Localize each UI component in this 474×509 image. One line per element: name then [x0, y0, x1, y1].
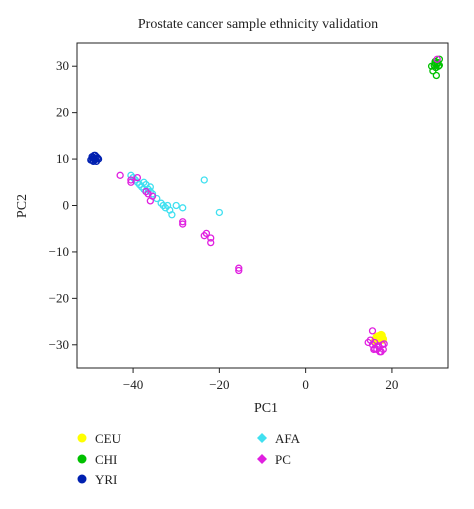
data-point-afa — [148, 190, 157, 198]
data-point-afa — [172, 201, 180, 210]
y-tick-label: −10 — [49, 244, 69, 259]
data-point-pc — [376, 348, 384, 356]
plot-frame — [76, 42, 449, 369]
data-point-pc — [127, 178, 135, 186]
data-point-pc — [433, 55, 441, 63]
legend-label-pc: PC — [275, 452, 291, 467]
x-tick-label: −40 — [123, 377, 143, 392]
data-point-pc — [116, 171, 124, 179]
data-point-pc — [148, 192, 157, 200]
x-tick-label: 0 — [302, 377, 309, 392]
data-point-pc — [202, 229, 211, 238]
data-point-chi — [429, 67, 437, 75]
y-tick-label: 0 — [63, 198, 70, 213]
data-point-yri — [91, 156, 99, 164]
data-point-pc — [368, 327, 377, 335]
data-point-afa — [168, 211, 176, 219]
legend-label-yri: YRI — [95, 472, 117, 487]
data-point-pc — [179, 220, 187, 228]
data-point-pc — [235, 266, 243, 275]
data-points — [87, 55, 444, 356]
data-point-chi — [435, 61, 444, 69]
data-point-chi — [432, 71, 441, 80]
legend: CEU CHI YRI AFA PC — [77, 431, 301, 487]
legend-marker-chi — [77, 454, 87, 464]
legend-label-afa: AFA — [275, 431, 301, 446]
data-point-pc — [235, 264, 243, 272]
legend-marker-afa — [257, 433, 267, 443]
data-point-afa — [200, 176, 208, 184]
data-point-yri — [92, 154, 100, 163]
y-axis: −30 −20 −10 0 10 20 30 — [49, 58, 77, 352]
y-axis-label: PC2 — [15, 194, 30, 218]
data-point-afa — [215, 208, 224, 217]
data-point-afa — [146, 183, 154, 191]
x-tick-label: 20 — [385, 377, 398, 392]
data-point-afa — [179, 204, 187, 212]
data-point-pc — [127, 176, 135, 184]
x-axis: −40 −20 0 20 — [123, 368, 398, 392]
legend-marker-yri — [77, 474, 87, 484]
x-axis-label: PC1 — [254, 401, 278, 416]
x-tick-label: −20 — [209, 377, 229, 392]
data-point-pc — [207, 234, 215, 242]
data-point-pc — [207, 238, 215, 247]
data-point-pc — [370, 345, 378, 354]
data-point-pc — [371, 344, 379, 353]
y-tick-label: 20 — [56, 105, 69, 120]
y-tick-label: 10 — [56, 151, 69, 166]
legend-marker-pc — [257, 454, 267, 464]
data-point-pc — [133, 173, 142, 182]
y-tick-label: −20 — [49, 290, 69, 305]
y-tick-label: −30 — [49, 337, 69, 352]
data-point-pc — [179, 218, 187, 226]
legend-label-chi: CHI — [95, 452, 117, 467]
chart-title: Prostate cancer sample ethnicity validat… — [138, 17, 378, 32]
data-point-pc — [364, 338, 372, 347]
legend-marker-ceu — [77, 433, 87, 443]
legend-label-ceu: CEU — [95, 431, 122, 446]
y-tick-label: 30 — [56, 58, 69, 73]
